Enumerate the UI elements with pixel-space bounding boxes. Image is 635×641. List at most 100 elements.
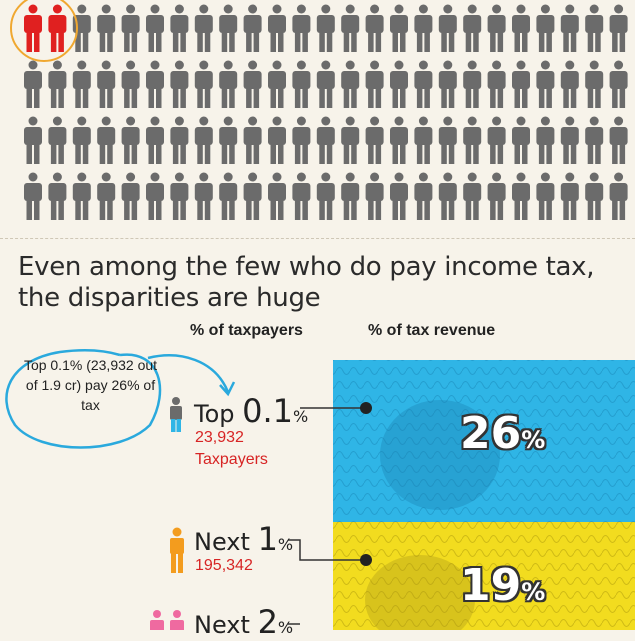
person-icon (609, 172, 628, 220)
person-icon (463, 4, 482, 52)
person-icon (316, 172, 335, 220)
person-icon (414, 116, 433, 164)
person-icon (341, 60, 360, 108)
person-icon (487, 116, 506, 164)
person-icon (536, 4, 555, 52)
person-icon (48, 172, 67, 220)
person-icon (146, 172, 164, 220)
taxpayers-column-header: % of taxpayers (190, 322, 303, 339)
person-icon-highlighted (48, 4, 67, 52)
person-icon (219, 4, 238, 52)
person-icon (560, 172, 579, 220)
person-icon (585, 60, 604, 108)
person-icon (316, 60, 335, 108)
tier-next1-label: Next 1% (194, 520, 294, 558)
person-icon (24, 60, 42, 108)
person-icon (341, 116, 360, 164)
headline: Even among the few who do pay income tax… (18, 252, 595, 313)
person-icon (536, 60, 555, 108)
person-icon (487, 172, 506, 220)
person-icon (121, 60, 140, 108)
person-icon (341, 172, 360, 220)
person-icon (463, 60, 482, 108)
person-icon (365, 172, 384, 220)
person-icon (97, 172, 116, 220)
revenue-bar-next1 (333, 522, 635, 630)
person-icon (72, 116, 91, 164)
person-icon (219, 60, 238, 108)
person-icon (146, 116, 164, 164)
person-icon (585, 4, 604, 52)
person-icon (194, 172, 213, 220)
section-divider (0, 238, 635, 239)
person-icon (512, 116, 530, 164)
person-icon (268, 172, 286, 220)
person-icon (97, 116, 116, 164)
callout-text: Top 0.1% (23,932 out of 1.9 cr) pay 26% … (23, 357, 158, 413)
person-icon (438, 4, 457, 52)
person-icon (292, 60, 311, 108)
person-icon (560, 116, 579, 164)
person-icon (585, 172, 604, 220)
population-pictogram (10, 0, 628, 220)
person-icon (316, 116, 335, 164)
person-icon (97, 4, 116, 52)
tier-top-label: Top 0.1% (194, 392, 309, 430)
person-icon (48, 116, 67, 164)
tier-top-count: 23,932 Taxpayers (195, 429, 268, 468)
callout-bubble (5, 349, 236, 449)
person-icon (487, 60, 506, 108)
person-icon (292, 4, 311, 52)
person-icon (24, 172, 42, 220)
portrait-shade (365, 555, 475, 630)
person-icon (243, 4, 262, 52)
person-icon (390, 4, 408, 52)
person-icon (560, 4, 579, 52)
person-icon (194, 4, 213, 52)
person-icon (609, 60, 628, 108)
person-icon (365, 4, 384, 52)
person-icon (414, 60, 433, 108)
tier-next1-count: 195,342 (195, 557, 253, 574)
revenue-value-next1: 19% (460, 560, 546, 611)
person-icon (390, 116, 408, 164)
person-icon (219, 116, 238, 164)
person-icon-gray (170, 397, 182, 432)
connector-dot (360, 554, 372, 566)
person-icon (170, 60, 189, 108)
person-icon (243, 116, 262, 164)
person-icon (268, 116, 286, 164)
person-icon (121, 4, 140, 52)
person-icon (48, 60, 67, 108)
person-icon (121, 172, 140, 220)
person-icon (268, 4, 286, 52)
person-icon (512, 172, 530, 220)
person-icon (97, 60, 116, 108)
person-icon (146, 4, 164, 52)
person-icon (24, 116, 42, 164)
person-icon (365, 116, 384, 164)
person-icon (609, 116, 628, 164)
person-icon (292, 172, 311, 220)
person-icon (463, 172, 482, 220)
person-icon (170, 116, 189, 164)
person-icon (316, 4, 335, 52)
connector-dot (360, 402, 372, 414)
revenue-column-header: % of tax revenue (368, 322, 496, 339)
person-icon (536, 116, 555, 164)
person-icon (609, 4, 628, 52)
person-icon (390, 172, 408, 220)
person-icon (585, 116, 604, 164)
person-icon (365, 60, 384, 108)
person-icon-pink (150, 610, 184, 630)
person-icon (170, 172, 189, 220)
person-icon (438, 60, 457, 108)
person-icon-orange (170, 527, 184, 573)
person-icon (243, 172, 262, 220)
person-icon (194, 60, 213, 108)
person-icon (414, 172, 433, 220)
person-icon (268, 60, 286, 108)
person-icon (512, 60, 530, 108)
person-icon (121, 116, 140, 164)
